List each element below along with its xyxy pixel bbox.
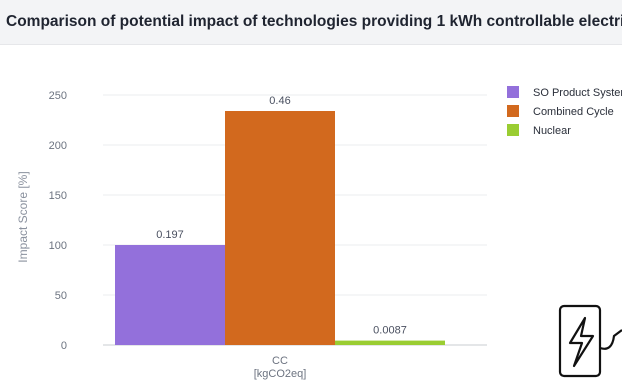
bar-so-product-system [115,245,225,345]
y-tick-label: 250 [49,90,67,102]
bar-nuclear [335,340,445,345]
data-label: 0.46 [269,95,290,107]
legend-label: SO Product System [533,87,622,99]
legend-swatch [507,105,519,117]
legend-label: Combined Cycle [533,106,614,118]
x-tick-label: CC [272,355,288,367]
y-tick-label: 150 [49,190,67,202]
bar-combined-cycle [225,111,335,345]
chart-title: Comparison of potential impact of techno… [6,13,622,30]
y-tick-label: 50 [55,290,67,302]
legend-swatch [507,124,519,136]
legend-label: Nuclear [533,125,571,137]
y-axis-title: Impact Score [%] [16,171,30,262]
data-label: 0.0087 [373,325,407,337]
y-tick-label: 0 [61,340,67,352]
x-tick-sublabel: [kgCO2eq] [254,368,307,380]
legend-swatch [507,86,519,98]
electric-charger-icon [558,304,622,378]
title-bar: Comparison of potential impact of techno… [0,0,622,45]
y-tick-label: 100 [49,240,67,252]
data-label: 0.197 [156,229,184,241]
y-tick-label: 200 [49,140,67,152]
